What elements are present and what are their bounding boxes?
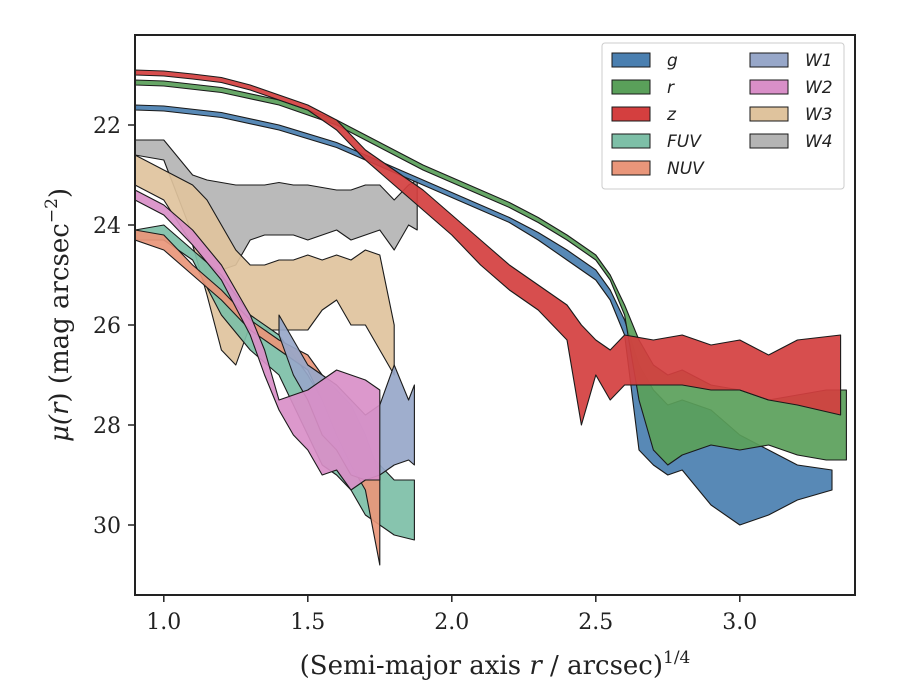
y-tick-label: 30 bbox=[93, 514, 121, 539]
y-tick-label: 28 bbox=[93, 414, 121, 439]
y-axis-label-mu: μ( bbox=[45, 414, 75, 442]
legend-swatch-w3 bbox=[749, 106, 789, 122]
y-axis-label-close: ) bbox=[45, 188, 75, 198]
legend-swatch-fuv bbox=[611, 133, 651, 149]
x-axis-label-unit: / arcsec) bbox=[542, 651, 663, 681]
y-tick-label: 24 bbox=[93, 214, 121, 239]
legend-label-w2: W2 bbox=[805, 78, 833, 98]
legend-label-w1: W1 bbox=[805, 51, 833, 71]
band-r bbox=[135, 79, 847, 466]
series-bands bbox=[135, 69, 847, 566]
legend-label-nuv: NUV bbox=[667, 159, 705, 179]
x-tick-label: 2.5 bbox=[578, 610, 613, 635]
legend-label-w3: W3 bbox=[805, 105, 833, 125]
legend-swatch-z bbox=[611, 106, 651, 122]
band-w2 bbox=[135, 189, 381, 491]
legend-label-w4: W4 bbox=[805, 132, 833, 152]
x-axis-label: (Semi-major axis r / arcsec)1/4 bbox=[300, 648, 691, 681]
legend-swatch-w1 bbox=[749, 52, 789, 68]
legend-label-z: z bbox=[666, 105, 677, 125]
legend-label-fuv: FUV bbox=[667, 132, 702, 152]
legend: grz FUV NUV W1 W2 W3 W4 bbox=[601, 42, 845, 190]
x-axis-label-var: r bbox=[529, 651, 543, 681]
legend-label-r: r bbox=[667, 78, 675, 98]
axis-ticks: 1.0 1.5 2.0 2.5 3.0 22 24 26 28 30 bbox=[93, 114, 757, 635]
plot-frame bbox=[134, 34, 856, 596]
y-tick-label: 26 bbox=[93, 314, 121, 339]
x-tick-label: 1.0 bbox=[146, 610, 181, 635]
legend-swatch-w2 bbox=[749, 79, 789, 95]
x-tick-label: 1.5 bbox=[290, 610, 325, 635]
legend-swatch-w4 bbox=[749, 133, 789, 149]
band-z bbox=[135, 69, 842, 426]
y-axis-label-exp: −2 bbox=[42, 198, 62, 223]
y-tick-label: 22 bbox=[93, 114, 121, 139]
y-axis-label-rest: ) (mag arcsec bbox=[45, 223, 75, 402]
x-axis-label-exp: 1/4 bbox=[663, 648, 690, 668]
legend-swatch-g bbox=[611, 52, 651, 68]
y-axis-label: μ(r) (mag arcsec−2) bbox=[42, 188, 75, 442]
x-tick-label: 2.0 bbox=[434, 610, 469, 635]
x-tick-label: 3.0 bbox=[722, 610, 757, 635]
legend-swatch-nuv bbox=[611, 160, 651, 176]
legend-label-g: g bbox=[667, 51, 678, 71]
legend-swatch-r bbox=[611, 79, 651, 95]
y-axis-label-var: r bbox=[45, 401, 75, 415]
x-axis-label-main: (Semi-major axis bbox=[300, 651, 530, 681]
